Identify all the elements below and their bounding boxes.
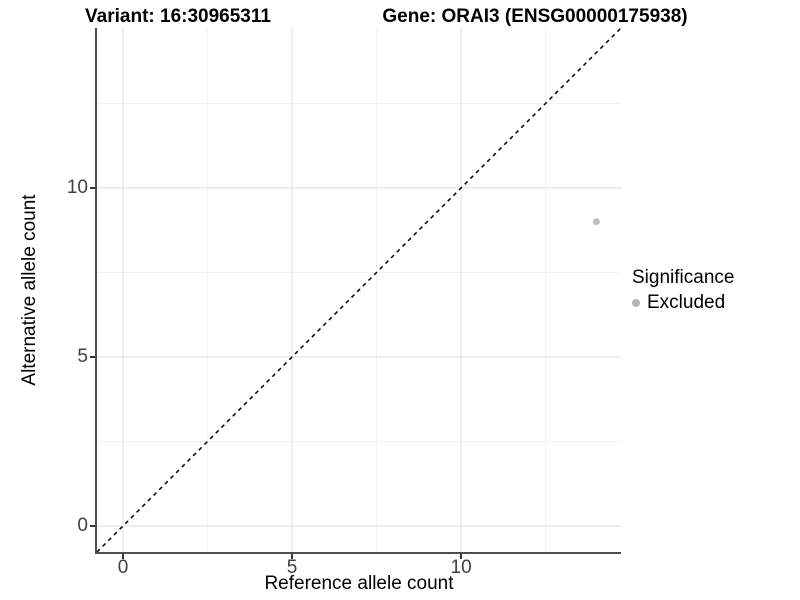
data-point <box>592 218 600 226</box>
x-tick-mark <box>122 554 125 559</box>
legend-title: Significance <box>632 267 735 288</box>
legend-entry-excluded: Excluded <box>632 292 734 314</box>
x-axis-line <box>95 552 621 554</box>
legend: Significance Excluded <box>632 267 734 314</box>
y-tick-mark <box>90 355 95 358</box>
y-tick-label: 0 <box>77 514 88 536</box>
plot-title-variant: Variant: 16:30965311 <box>85 6 271 27</box>
x-tick-label: 5 <box>286 557 298 578</box>
identity-dashed-line <box>97 28 621 552</box>
plot-panel <box>97 28 621 552</box>
legend-entry-label: Excluded <box>647 292 726 313</box>
x-tick-label: 0 <box>117 557 129 578</box>
y-tick-mark <box>90 524 95 527</box>
plot-title-gene: Gene: ORAI3 (ENSG00000175938) <box>382 6 688 27</box>
y-axis-line <box>95 28 97 554</box>
y-tick-mark <box>90 186 95 189</box>
y-tick-label: 5 <box>77 345 88 367</box>
x-tick-mark <box>460 554 463 559</box>
y-tick-label: 10 <box>66 176 88 198</box>
x-tick-mark <box>291 554 294 559</box>
x-tick-label: 10 <box>450 557 472 578</box>
legend-point-icon <box>632 299 640 307</box>
x-axis-title: Reference allele count <box>264 573 454 594</box>
